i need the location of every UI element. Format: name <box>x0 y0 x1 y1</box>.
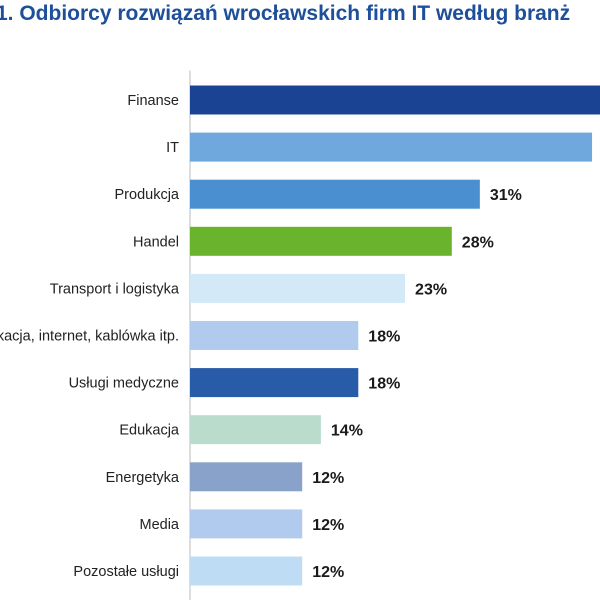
bar <box>190 226 452 256</box>
category-label: Produkcja <box>115 187 180 203</box>
bar <box>190 556 303 586</box>
category-label: Telekomunikacja, internet, kablówka itp. <box>0 329 179 345</box>
value-label: 18% <box>368 329 400 346</box>
value-label: 12% <box>312 470 344 487</box>
value-label: 28% <box>462 234 494 251</box>
category-label: Handel <box>133 234 179 250</box>
category-label: Energetyka <box>106 470 180 486</box>
category-label: Edukacja <box>119 423 180 439</box>
category-label: Transport i logistyka <box>50 281 180 297</box>
category-label: Usługi medyczne <box>69 376 179 392</box>
value-label: 12% <box>312 564 344 581</box>
value-label: 18% <box>368 376 400 393</box>
category-label: Pozostałe usługi <box>73 564 179 580</box>
value-label: 12% <box>312 517 344 534</box>
bar <box>190 321 359 350</box>
category-label: Finanse <box>127 93 179 109</box>
value-label: 31% <box>490 187 522 204</box>
bar <box>190 509 303 539</box>
bar <box>190 85 600 115</box>
bar <box>190 273 406 303</box>
bar <box>190 415 321 445</box>
value-label: 14% <box>331 423 363 440</box>
bar <box>190 462 303 492</box>
chart-title: 1. Odbiorcy rozwiązań wrocławskich firm … <box>0 2 571 25</box>
category-label: Media <box>140 517 180 533</box>
value-label: 23% <box>415 281 447 298</box>
bar <box>190 179 480 209</box>
bar <box>190 368 359 398</box>
category-label: IT <box>166 140 179 156</box>
bar <box>190 132 593 162</box>
